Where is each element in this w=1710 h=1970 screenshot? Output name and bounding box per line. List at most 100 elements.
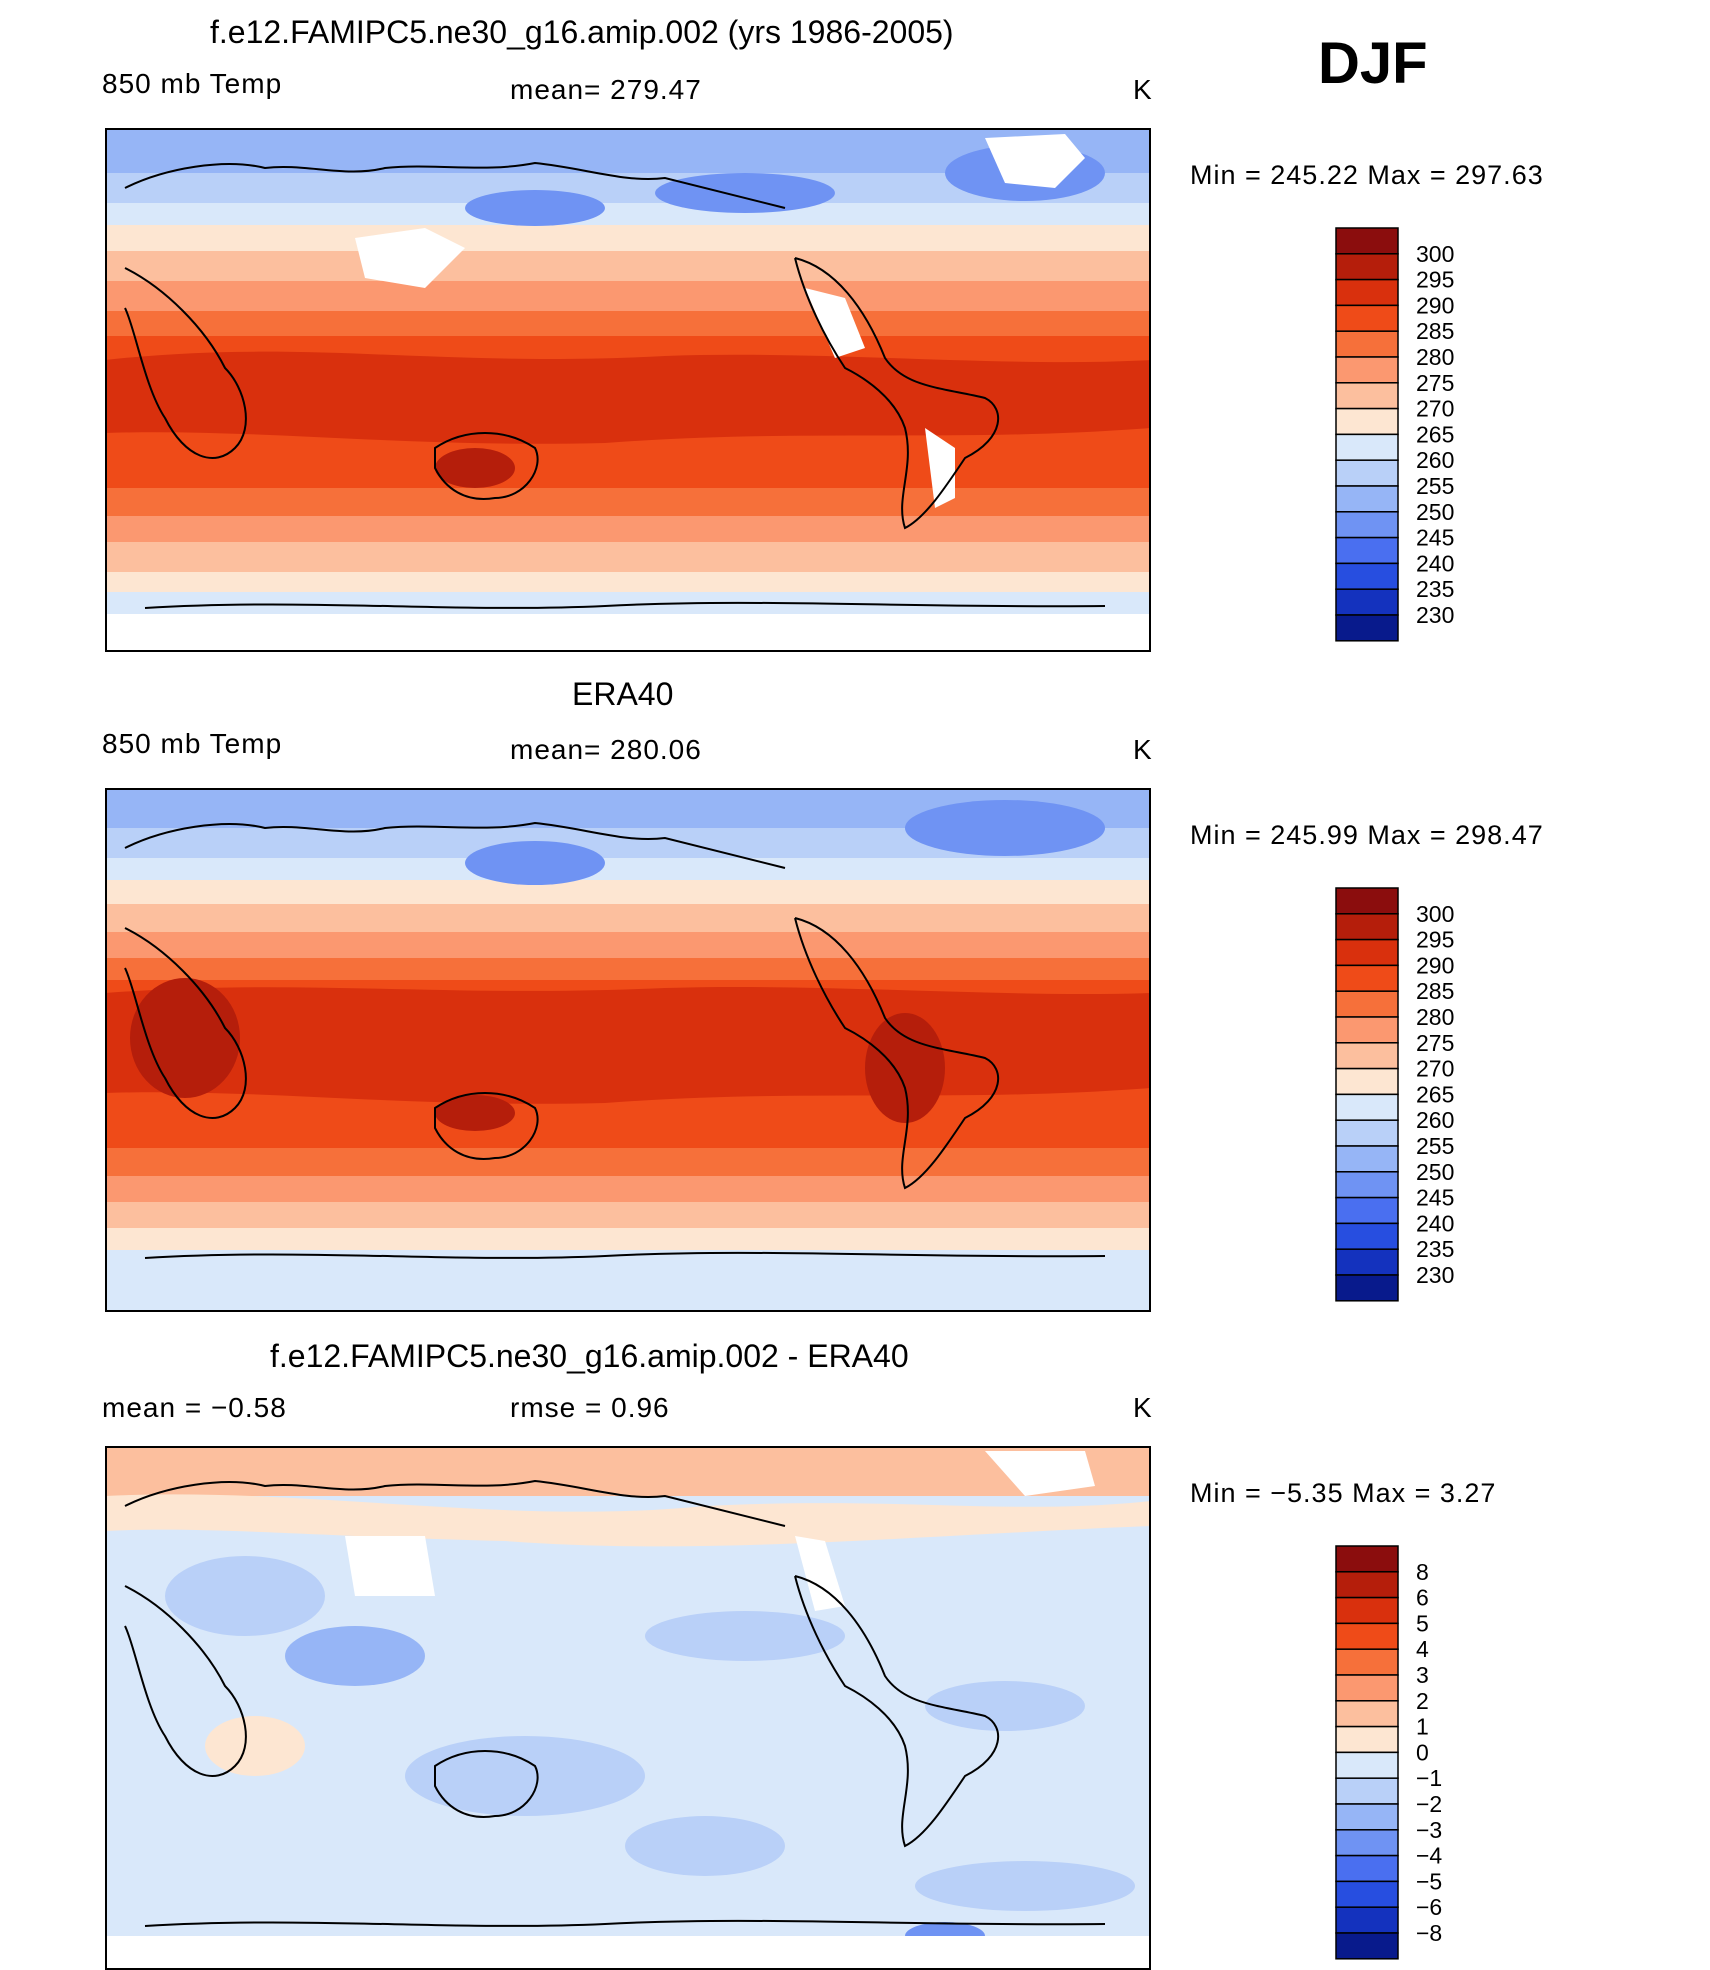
colorbar-swatch — [1335, 1700, 1399, 1728]
colorbar-swatch — [1335, 304, 1399, 332]
colorbar-tick-label: 240 — [1416, 1210, 1454, 1236]
colorbar-swatch — [1335, 459, 1399, 487]
panel3-min-max: Min = −5.35 Max = 3.27 — [1190, 1478, 1497, 1508]
colorbar-tick-label: −2 — [1416, 1791, 1442, 1817]
colorbar-swatch — [1335, 1674, 1399, 1702]
panel3-map — [105, 1446, 1151, 1970]
colorbar-swatch — [1335, 887, 1399, 915]
panel3-rmse-label: rmse = 0.96 — [510, 1392, 670, 1423]
colorbar-swatch — [1335, 227, 1399, 255]
colorbar-tick-label: 265 — [1416, 421, 1454, 447]
colorbar-tick-label: 295 — [1416, 267, 1454, 293]
colorbar-swatch — [1335, 1067, 1399, 1096]
colorbar-swatch — [1335, 938, 1399, 967]
colorbar-swatch — [1335, 990, 1399, 1018]
panel1-mean-label: mean= 279.47 — [510, 74, 702, 105]
colorbar-tick-label: 3 — [1416, 1662, 1429, 1688]
colorbar-swatch — [1335, 1545, 1399, 1573]
colorbar-swatch — [1335, 1906, 1399, 1934]
colorbar-tick-label: 295 — [1416, 927, 1454, 953]
colorbar-tick-label: 0 — [1416, 1739, 1429, 1765]
colorbar-swatch — [1335, 1196, 1399, 1225]
colorbar-swatch — [1335, 356, 1399, 384]
colorbar-tick-label: 270 — [1416, 396, 1454, 422]
colorbar-tick-label: 4 — [1416, 1636, 1429, 1662]
colorbar-swatch — [1335, 433, 1399, 461]
colorbar-tick-label: 250 — [1416, 499, 1454, 525]
colorbar-tick-label: 275 — [1416, 370, 1454, 396]
colorbar-tick-label: −8 — [1416, 1920, 1442, 1946]
colorbar-tick-label: 8 — [1416, 1559, 1429, 1585]
colorbar-swatch — [1335, 1880, 1399, 1908]
colorbar-tick-label: 300 — [1416, 241, 1454, 267]
colorbar-swatch — [1335, 1042, 1399, 1070]
colorbar-tick-label: 300 — [1416, 901, 1454, 927]
panel1-colorbar: 3002952902852802752702652602552502452402… — [1335, 227, 1454, 642]
panel2-colorbar: 3002952902852802752702652602552502452402… — [1335, 887, 1454, 1302]
colorbar-tick-label: 235 — [1416, 1236, 1454, 1262]
panel2-map — [105, 788, 1151, 1312]
colorbar-swatch — [1335, 1145, 1399, 1173]
colorbar-tick-label: 280 — [1416, 344, 1454, 370]
colorbar-swatch — [1335, 1648, 1399, 1676]
colorbar-swatch — [1335, 1016, 1399, 1044]
colorbar-swatch — [1335, 562, 1399, 590]
panel1-map — [105, 128, 1151, 652]
colorbar-tick-label: 1 — [1416, 1714, 1429, 1740]
colorbar-tick-label: 2 — [1416, 1688, 1429, 1714]
colorbar-tick-label: 290 — [1416, 292, 1454, 318]
panel1-title: f.e12.FAMIPC5.ne30_g16.amip.002 (yrs 198… — [210, 14, 954, 50]
colorbar-swatch — [1335, 913, 1399, 941]
colorbar-tick-label: 285 — [1416, 318, 1454, 344]
colorbar-tick-label: 235 — [1416, 576, 1454, 602]
colorbar-swatch — [1335, 964, 1399, 992]
colorbar-swatch — [1335, 1829, 1399, 1857]
colorbar-swatch — [1335, 330, 1399, 358]
colorbar-swatch — [1335, 536, 1399, 565]
colorbar-swatch — [1335, 1093, 1399, 1121]
colorbar-tick-label: 280 — [1416, 1004, 1454, 1030]
panel2-variable-label: 850 mb Temp — [102, 728, 283, 759]
colorbar-tick-label: 270 — [1416, 1056, 1454, 1082]
colorbar-tick-label: 245 — [1416, 1185, 1454, 1211]
colorbar-swatch — [1335, 511, 1399, 539]
colorbar-swatch — [1335, 1571, 1399, 1599]
colorbar-tick-label: −5 — [1416, 1868, 1442, 1894]
colorbar-tick-label: 260 — [1416, 1107, 1454, 1133]
colorbar-tick-label: 290 — [1416, 952, 1454, 978]
panel3-mean-label: mean = −0.58 — [102, 1392, 287, 1423]
colorbar-swatch — [1335, 1751, 1399, 1779]
colorbar-tick-label: 260 — [1416, 447, 1454, 473]
colorbar-swatch — [1335, 1777, 1399, 1805]
colorbar-tick-label: 285 — [1416, 978, 1454, 1004]
colorbar-tick-label: 6 — [1416, 1585, 1429, 1611]
panel2-min-max: Min = 245.99 Max = 298.47 — [1190, 820, 1544, 850]
panel1-variable-label: 850 mb Temp — [102, 68, 283, 99]
panel1-units-label: K — [1133, 74, 1153, 105]
colorbar-tick-label: −4 — [1416, 1843, 1442, 1869]
panel1-min-max: Min = 245.22 Max = 297.63 — [1190, 160, 1544, 190]
colorbar-tick-label: 250 — [1416, 1159, 1454, 1185]
colorbar-tick-label: −3 — [1416, 1817, 1442, 1843]
colorbar-tick-label: −6 — [1416, 1894, 1442, 1920]
colorbar-swatch — [1335, 1725, 1399, 1754]
colorbar-swatch — [1335, 1222, 1399, 1250]
colorbar-tick-label: 255 — [1416, 473, 1454, 499]
panel2-mean-label: mean= 280.06 — [510, 734, 702, 765]
colorbar-tick-label: 265 — [1416, 1081, 1454, 1107]
colorbar-swatch — [1335, 1803, 1399, 1831]
colorbar-tick-label: 275 — [1416, 1030, 1454, 1056]
colorbar-swatch — [1335, 1274, 1399, 1302]
colorbar-swatch — [1335, 1248, 1399, 1276]
colorbar-swatch — [1335, 382, 1399, 410]
colorbar-tick-label: 5 — [1416, 1610, 1429, 1636]
colorbar-swatch — [1335, 407, 1399, 436]
colorbar-swatch — [1335, 278, 1399, 307]
colorbar-tick-label: 255 — [1416, 1133, 1454, 1159]
panel2-title: ERA40 — [572, 676, 674, 712]
colorbar-tick-label: 230 — [1416, 602, 1454, 628]
colorbar-swatch — [1335, 614, 1399, 642]
colorbar-tick-label: 240 — [1416, 550, 1454, 576]
season-label: DJF — [1318, 31, 1428, 96]
